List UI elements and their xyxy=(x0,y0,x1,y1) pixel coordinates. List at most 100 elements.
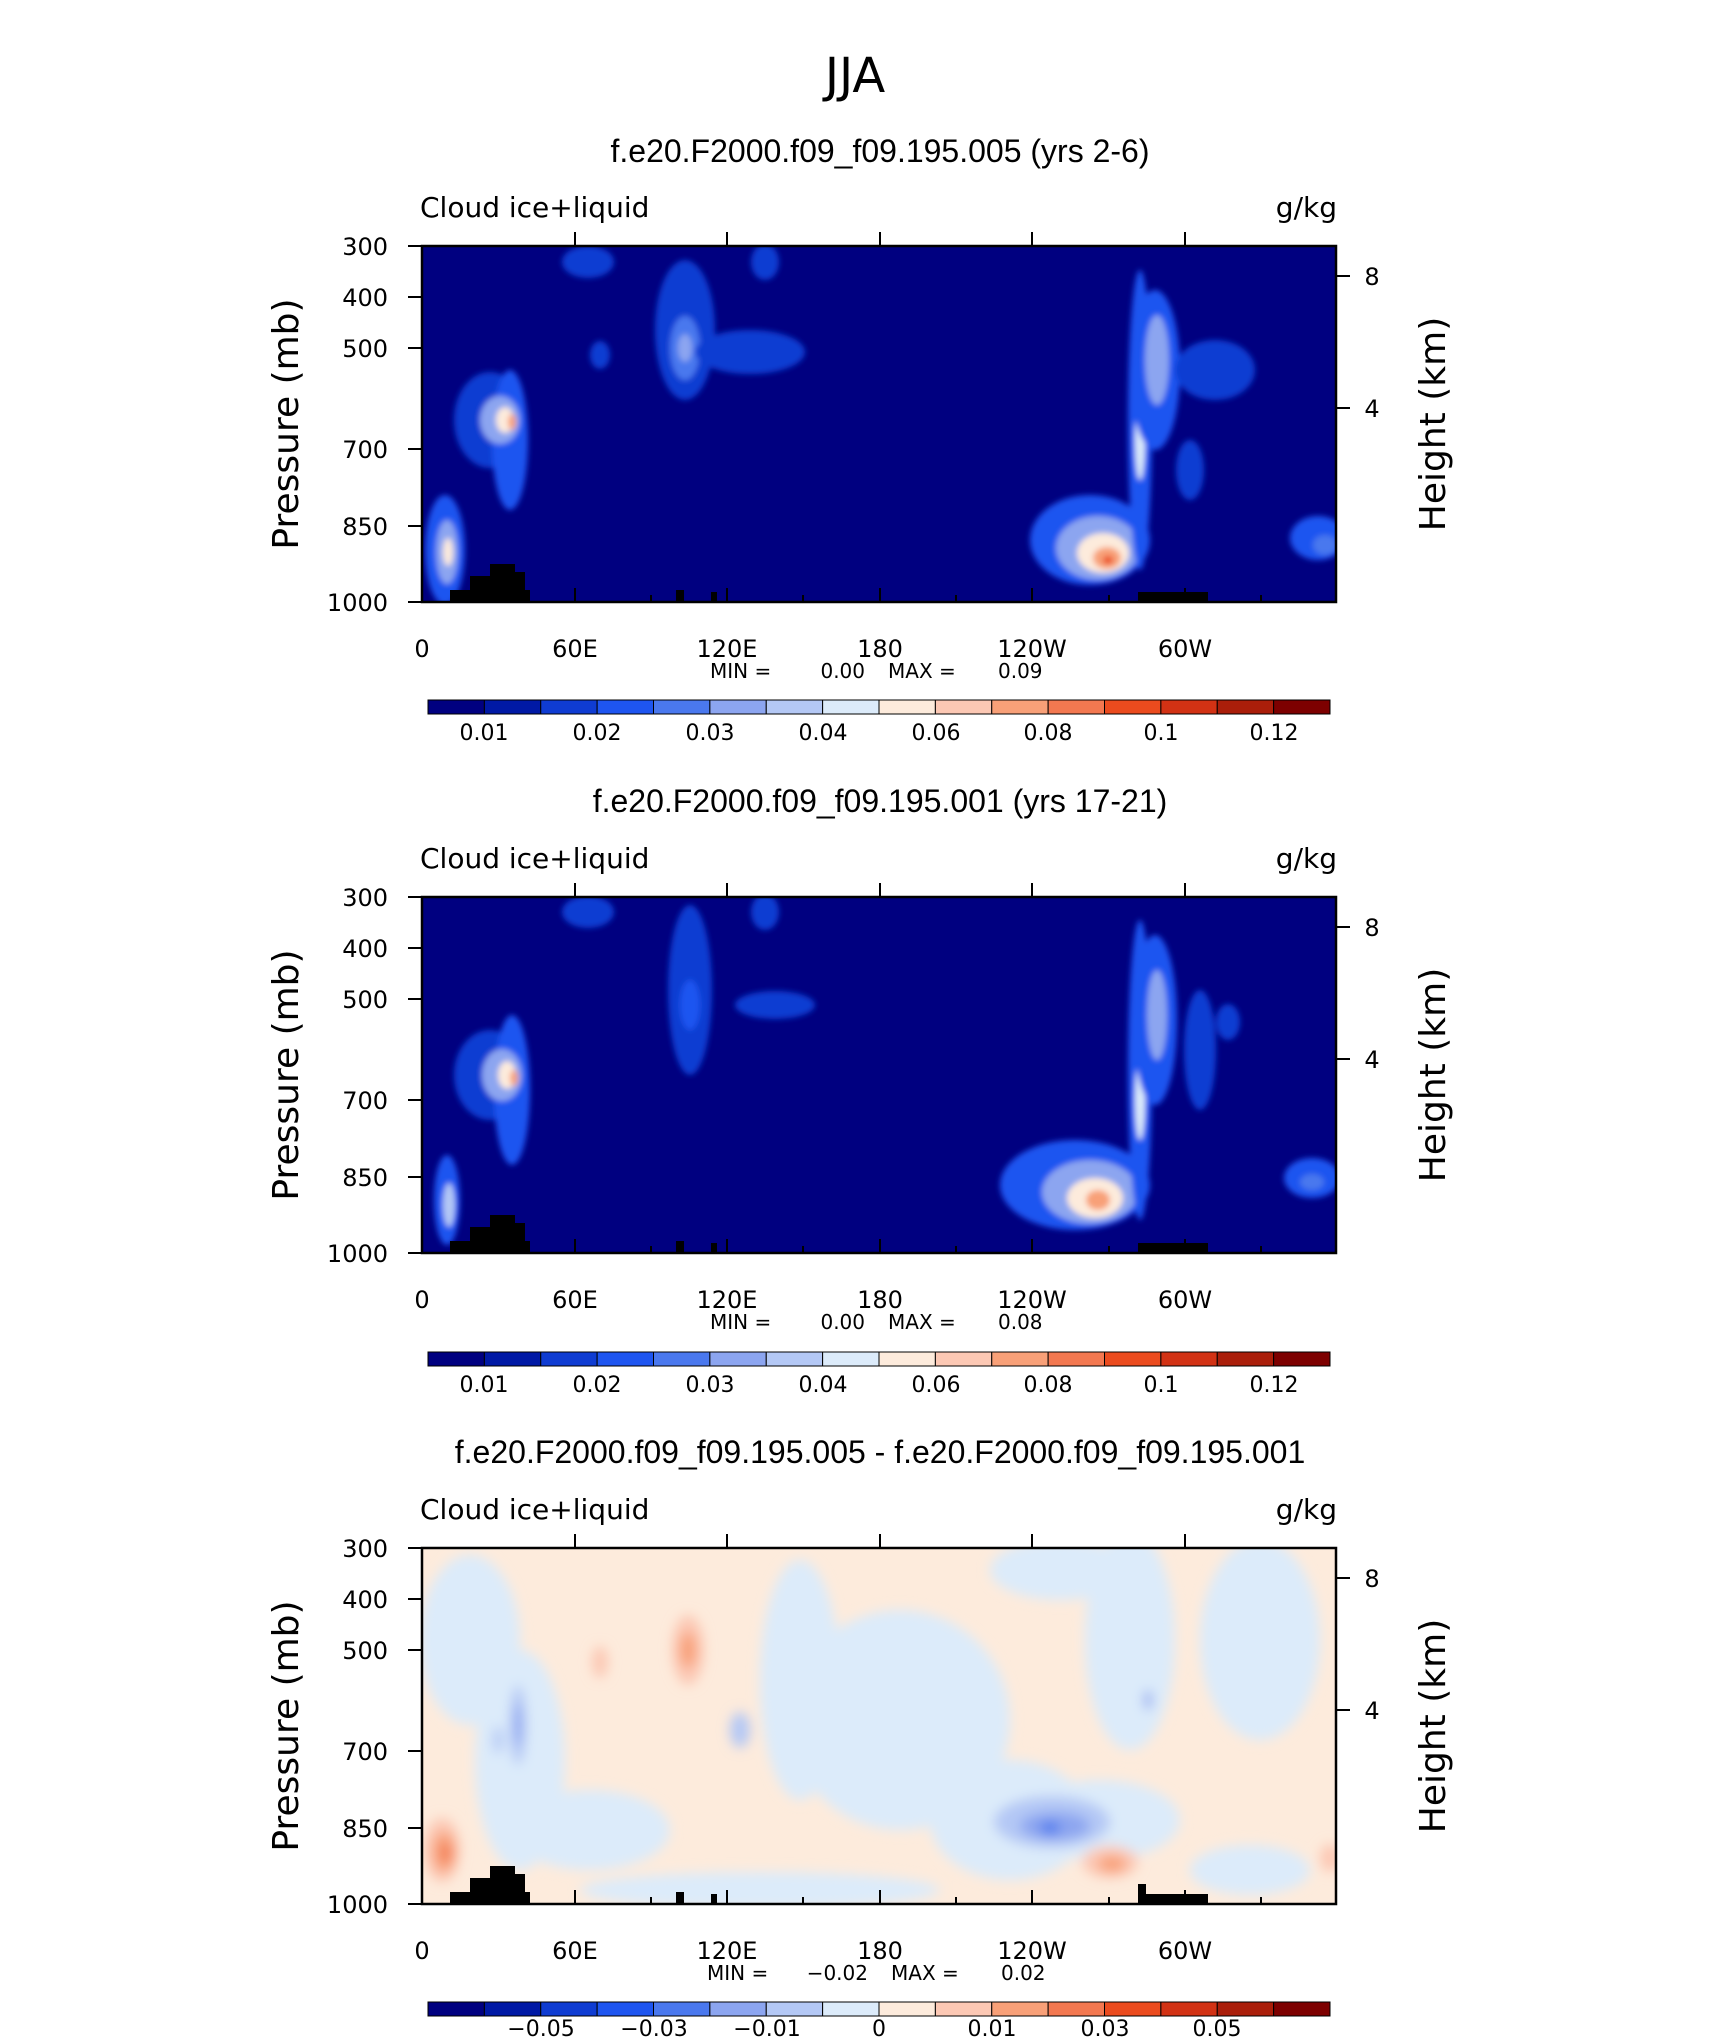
colorbar-box xyxy=(991,2001,1049,2017)
y-axis-label: Pressure (mb) xyxy=(266,1600,307,1851)
colorbar-label: 0.12 xyxy=(1250,1373,1299,1398)
colorbar-box xyxy=(878,699,936,715)
colorbar-label: −0.03 xyxy=(620,2017,687,2038)
contour-feature xyxy=(592,1646,608,1678)
y-tick-label: 850 xyxy=(342,1164,388,1192)
colorbar xyxy=(427,1351,1331,1367)
colorbar-box xyxy=(878,2001,936,2017)
contour-feature xyxy=(562,897,614,928)
x-tick-label: 60W xyxy=(1158,1937,1212,1965)
colorbar-box xyxy=(878,1351,936,1367)
colorbar-label: 0.01 xyxy=(460,1373,509,1398)
contour-feature xyxy=(1190,1845,1310,1895)
x-tick-label: 0 xyxy=(414,1937,429,1965)
contour-feature xyxy=(493,1726,503,1754)
variable-label: Cloud ice+liquid xyxy=(420,842,649,875)
colorbar-box xyxy=(822,699,880,715)
contour-feature xyxy=(990,1548,1130,1600)
min-label: MIN = xyxy=(710,1310,771,1334)
y-axis-label: Pressure (mb) xyxy=(266,298,307,549)
max-label: MAX = xyxy=(888,1310,956,1334)
y-right-tick-label: 4 xyxy=(1364,1046,1379,1074)
x-tick-label: 180 xyxy=(857,1286,903,1314)
contour-feature xyxy=(751,897,779,930)
contour-feature xyxy=(1147,970,1167,1060)
contour-feature xyxy=(508,414,516,430)
contour-feature xyxy=(562,246,614,278)
x-axis xyxy=(497,1534,1262,1904)
min-value: −0.02 xyxy=(807,1961,868,1985)
colorbar-box xyxy=(540,2001,598,2017)
colorbar-label: 0.05 xyxy=(1193,2017,1242,2038)
colorbar-label: 0.01 xyxy=(460,721,509,746)
y-tick-label: 700 xyxy=(342,1738,388,1766)
colorbar-label: 0.08 xyxy=(1024,1373,1073,1398)
y-axis-label: Pressure (mb) xyxy=(266,949,307,1200)
contour-feature xyxy=(1103,556,1113,564)
colorbar-label: −0.01 xyxy=(733,2017,800,2038)
colorbar-box xyxy=(653,2001,711,2017)
contour-feature xyxy=(510,1070,518,1086)
x-tick-label: 60E xyxy=(552,1937,598,1965)
y-tick-label: 300 xyxy=(342,233,388,261)
variable-label: Cloud ice+liquid xyxy=(420,191,649,224)
max-value: 0.08 xyxy=(998,1310,1043,1334)
colorbar-box xyxy=(1160,2001,1218,2017)
x-axis xyxy=(497,883,1262,1253)
contour-feature xyxy=(443,1183,455,1227)
contour-features xyxy=(425,246,1336,602)
min-max-stats: MIN = −0.02 MAX = 0.02 xyxy=(707,1961,1046,1985)
x-tick-labels: 0 60E 120E 180 120W 60W xyxy=(414,1937,1212,1965)
y-tick-label: 700 xyxy=(342,1087,388,1115)
colorbar-box xyxy=(427,699,485,715)
colorbar-box xyxy=(1160,699,1218,715)
min-value: 0.00 xyxy=(820,1310,865,1334)
max-value: 0.02 xyxy=(1001,1961,1046,1985)
x-tick-label: 120E xyxy=(697,1937,758,1965)
units-label: g/kg xyxy=(1276,842,1337,875)
x-tick-label: 120W xyxy=(997,1286,1067,1314)
x-tick-label: 120E xyxy=(697,635,758,663)
colorbar-box xyxy=(483,699,542,715)
panel-title: f.e20.F2000.f09_f09.195.005 (yrs 2-6) xyxy=(610,133,1149,169)
contour-feature xyxy=(1145,315,1169,405)
contour-feature xyxy=(680,1632,696,1668)
colorbar xyxy=(427,699,1331,715)
colorbar-label: −0.05 xyxy=(507,2017,574,2038)
contour-feature xyxy=(678,334,692,362)
units-label: g/kg xyxy=(1276,1493,1337,1526)
colorbar-box xyxy=(709,1351,767,1367)
x-tick-label: 60W xyxy=(1158,635,1212,663)
colorbar-box xyxy=(991,699,1049,715)
y-tick-label: 1000 xyxy=(327,1240,388,1268)
max-value: 0.09 xyxy=(998,659,1043,683)
colorbar-label: 0.03 xyxy=(686,1373,735,1398)
y-tick-label: 300 xyxy=(342,884,388,912)
contour-feature xyxy=(590,341,610,369)
x-tick-label: 60E xyxy=(552,635,598,663)
colorbar-label: 0.06 xyxy=(912,1373,961,1398)
min-value: 0.00 xyxy=(820,659,865,683)
colorbar-box xyxy=(709,2001,767,2017)
y-tick-label: 850 xyxy=(342,513,388,541)
x-tick-label: 0 xyxy=(414,635,429,663)
panel-title: f.e20.F2000.f09_f09.195.001 (yrs 17-21) xyxy=(593,783,1168,819)
y-right-tick-label: 8 xyxy=(1364,1565,1379,1593)
colorbar-box xyxy=(934,699,993,715)
y-tick-label: 400 xyxy=(342,935,388,963)
colorbar-box xyxy=(1216,2001,1275,2017)
units-label: g/kg xyxy=(1276,191,1337,224)
contour-feature xyxy=(1175,340,1255,400)
x-tick-labels: 0 60E 120E 180 120W 60W xyxy=(414,635,1212,663)
colorbar-box xyxy=(1047,2001,1105,2017)
x-axis xyxy=(497,232,1262,602)
y-right-tick-label: 8 xyxy=(1364,914,1379,942)
min-label: MIN = xyxy=(710,659,771,683)
y-tick-label: 700 xyxy=(342,436,388,464)
colorbar-box xyxy=(765,1351,824,1367)
panel-1: f.e20.F2000.f09_f09.195.005 (yrs 2-6) Cl… xyxy=(266,133,1454,746)
colorbar-box xyxy=(1047,1351,1105,1367)
contour-feature xyxy=(1040,1822,1060,1834)
contour-features xyxy=(434,897,1336,1245)
